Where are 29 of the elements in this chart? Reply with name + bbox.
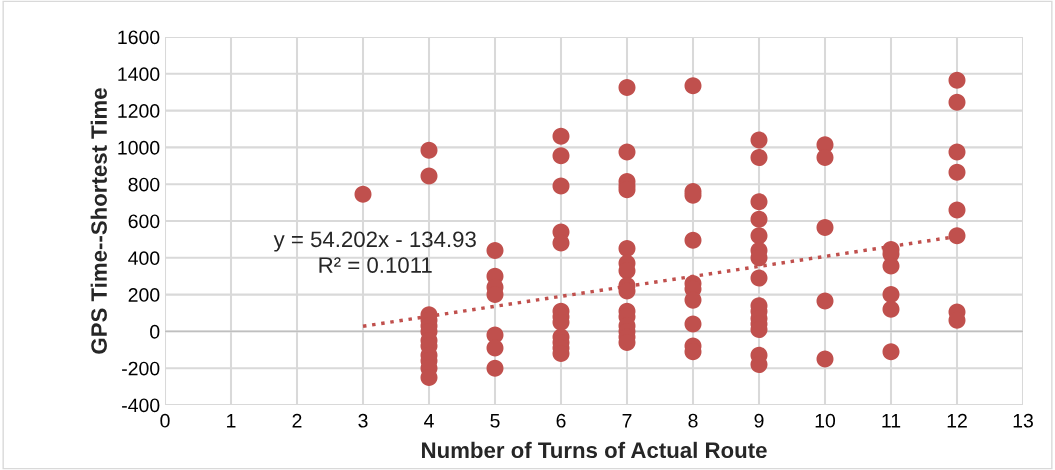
x-tick-label: 0 [160,413,170,428]
x-tick-label: 6 [556,413,566,428]
y-tick-label: -200 [122,361,160,376]
annotation: y = 54.202x - 134.93 [273,231,476,252]
y-tick-label: 0 [150,324,160,339]
y-tick-label: 1200 [118,104,160,118]
x-tick-label: 5 [490,414,500,428]
x-tick-label: 2 [292,413,302,428]
x-tick-label: 4 [424,414,434,428]
y-tick-label: 800 [128,177,160,192]
y-tick-label: 1400 [118,67,160,82]
y-tick-label: 600 [128,214,160,229]
y-axis-title: GPS Time--Shortest Time [90,88,107,354]
annotation: R² = 0.1011 [319,257,432,273]
x-tick-label: 9 [754,413,764,428]
x-tick-label: 7 [622,414,632,428]
x-tick-label: 12 [947,413,967,428]
y-tick-label: 1600 [118,30,160,45]
y-tick-label: 1000 [118,140,160,155]
x-tick-label: 1 [227,414,236,428]
x-tick-label: 3 [358,413,368,428]
y-tick-label: 400 [128,251,160,266]
y-tick-label: -400 [122,398,160,413]
x-tick-label: 8 [688,413,698,428]
x-tick-label: 13 [1013,413,1033,428]
y-tick-label: 200 [128,288,160,302]
x-tick-label: 11 [882,414,901,428]
x-axis-title: Number of Turns of Actual Route [422,441,767,459]
x-tick-label: 10 [815,413,836,428]
